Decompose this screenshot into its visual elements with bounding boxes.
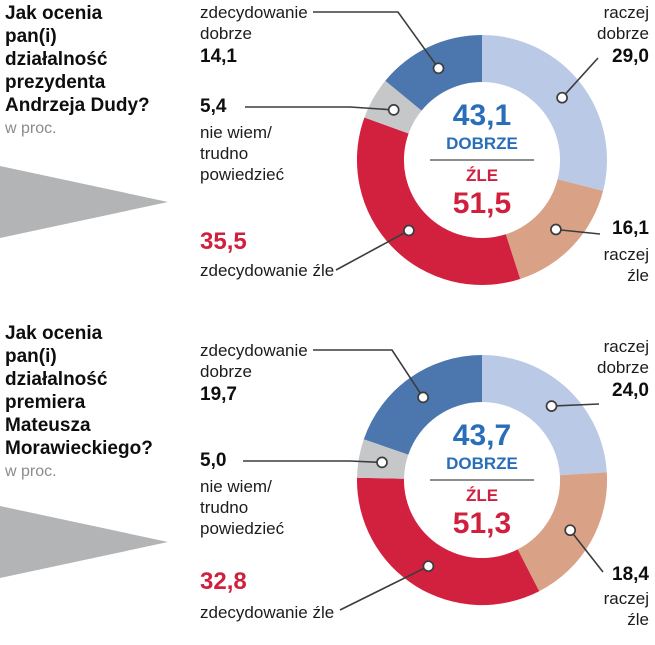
value-zdecydowanie-zle: 35,5 (200, 228, 247, 255)
question-text: Jak ocenia pan(i) działalność prezydenta… (5, 3, 150, 116)
label-zdecydowanie-zle: zdecydowanie źle (200, 261, 335, 280)
value-nie-wiem: 5,4 (200, 96, 227, 117)
donut-segment-2 (356, 117, 521, 285)
center-bad-label: ŹLE (465, 166, 499, 185)
label-nie-wiem: nie wiem/ trudno powiedzieć (200, 477, 285, 538)
segment-marker (432, 62, 445, 75)
poll-block-morawiecki: Jak ocenia pan(i) działalność premiera M… (0, 320, 655, 640)
leader-line (569, 529, 604, 573)
leader-line (339, 565, 429, 611)
center-bad-value: 51,5 (452, 187, 512, 220)
question-note: w proc. (5, 463, 57, 480)
value-zdecydowanie-dobrze: 19,7 (200, 384, 237, 405)
label-raczej-dobrze: raczej dobrze (597, 337, 649, 377)
segment-marker (376, 456, 388, 469)
question-morawiecki: Jak ocenia pan(i) działalność premiera M… (5, 322, 187, 481)
center-divider (430, 159, 534, 161)
center-divider (430, 479, 534, 481)
question-note: w proc. (5, 120, 57, 137)
leader-line (335, 229, 410, 271)
label-nie-wiem: nie wiem/ trudno powiedzieć (200, 123, 285, 184)
donut-chart-duda (0, 0, 655, 320)
donut-segment-4 (363, 355, 482, 455)
label-raczej-dobrze: raczej dobrze (597, 3, 649, 43)
donut-segment-1 (517, 472, 608, 592)
center-good-value: 43,7 (452, 419, 512, 452)
segment-marker (387, 104, 400, 116)
label-zdecydowanie-dobrze: zdecydowanie dobrze (200, 341, 308, 381)
leader-line (243, 460, 383, 464)
donut-svg (245, 11, 607, 285)
segment-marker (550, 223, 562, 236)
segment-marker (545, 400, 558, 412)
leader-line (551, 403, 600, 407)
donut-segment-0 (482, 35, 607, 191)
leader-line (561, 57, 599, 99)
pointer-triangle (0, 166, 168, 238)
label-raczej-zle: raczej źle (603, 245, 649, 285)
leader-line (245, 106, 394, 111)
value-raczej-zle: 16,1 (612, 218, 649, 239)
pointer-triangle (0, 506, 168, 578)
value-nie-wiem: 5,0 (200, 450, 227, 471)
segment-marker (564, 524, 577, 537)
leader-line (313, 11, 440, 69)
value-zdecydowanie-dobrze: 14,1 (200, 46, 237, 67)
question-duda: Jak ocenia pan(i) działalność prezydenta… (5, 2, 187, 138)
segment-marker (403, 224, 415, 237)
center-good-label: DOBRZE (446, 134, 518, 153)
donut-segment-4 (385, 35, 482, 111)
value-zdecydowanie-zle: 32,8 (200, 568, 247, 595)
value-raczej-dobrze: 24,0 (612, 380, 649, 401)
leader-line (313, 349, 424, 398)
center-bad-label: ŹLE (465, 486, 499, 505)
donut-segment-0 (482, 355, 607, 476)
value-raczej-zle: 18,4 (612, 564, 649, 585)
poll-block-duda: Jak ocenia pan(i) działalność prezydenta… (0, 0, 655, 320)
segment-marker (417, 391, 429, 404)
donut-segment-2 (356, 477, 540, 606)
label-raczej-zle: raczej źle (603, 589, 649, 629)
value-raczej-dobrze: 29,0 (612, 46, 649, 67)
center-bad-value: 51,3 (452, 507, 512, 540)
label-zdecydowanie-zle: zdecydowanie źle (200, 603, 335, 622)
center-summary: 43,7 DOBRZE ŹLE 51,3 (412, 420, 552, 540)
center-good-label: DOBRZE (446, 454, 518, 473)
segment-marker (556, 91, 568, 104)
label-zdecydowanie-dobrze: zdecydowanie dobrze (200, 3, 308, 43)
donut-chart-morawiecki (0, 320, 655, 640)
center-good-value: 43,1 (452, 99, 512, 132)
center-summary: 43,1 DOBRZE ŹLE 51,5 (412, 100, 552, 220)
leader-line (555, 228, 601, 235)
question-text: Jak ocenia pan(i) działalność premiera M… (5, 323, 153, 459)
donut-svg (243, 349, 608, 611)
segment-marker (422, 560, 435, 573)
